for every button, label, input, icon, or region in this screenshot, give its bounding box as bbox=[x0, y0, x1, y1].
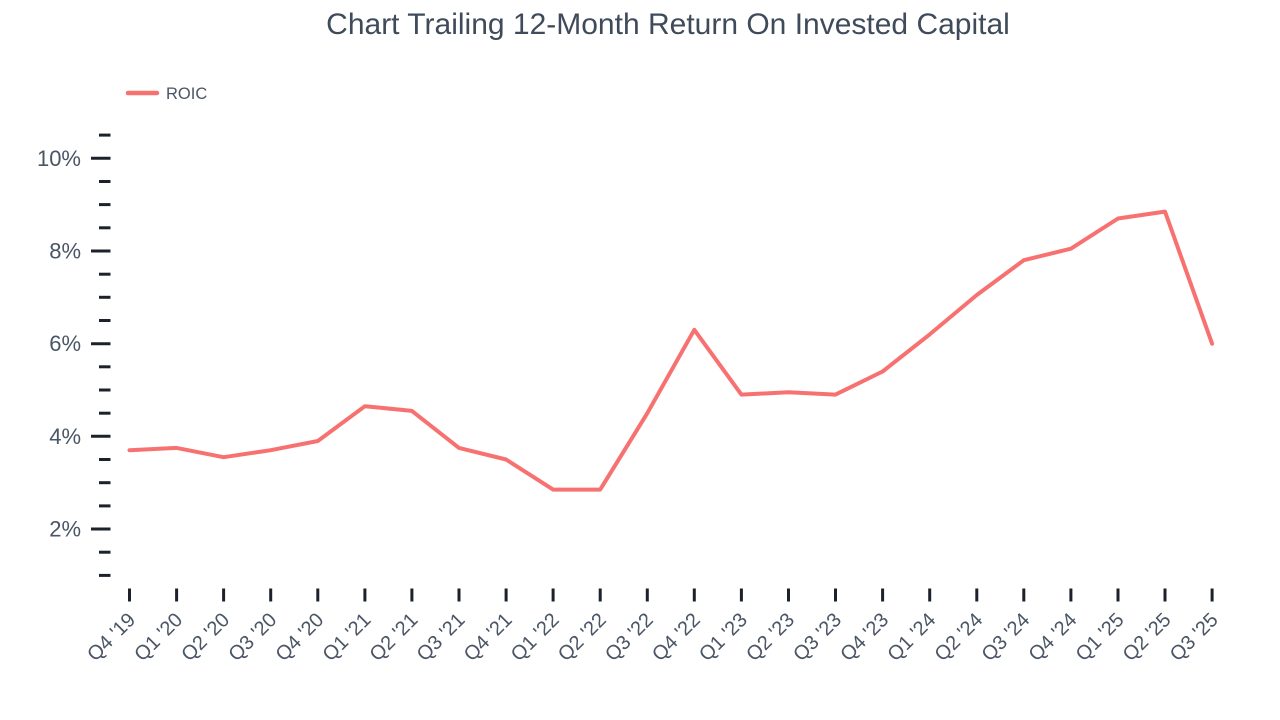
x-tick-label: Q2 '25 bbox=[1119, 609, 1176, 666]
x-tick-label: Q3 '25 bbox=[1166, 609, 1223, 666]
x-tick-label: Q1 '20 bbox=[130, 609, 187, 666]
x-tick-label: Q1 '21 bbox=[319, 609, 376, 666]
x-tick-label: Q2 '23 bbox=[742, 609, 799, 666]
x-tick-label: Q2 '21 bbox=[366, 609, 423, 666]
x-tick-label: Q1 '22 bbox=[507, 609, 564, 666]
legend: ROIC bbox=[125, 85, 207, 103]
x-tick-label: Q2 '24 bbox=[931, 609, 988, 666]
x-tick-label: Q2 '22 bbox=[554, 609, 611, 666]
legend-label: ROIC bbox=[166, 85, 207, 103]
x-tick-label: Q1 '25 bbox=[1072, 609, 1129, 666]
x-tick-label: Q3 '24 bbox=[978, 609, 1035, 666]
y-tick-label: 4% bbox=[49, 424, 81, 449]
x-tick-label: Q4 '21 bbox=[460, 609, 517, 666]
x-tick-label: Q3 '23 bbox=[789, 609, 846, 666]
x-tick-label: Q4 '23 bbox=[836, 609, 893, 666]
x-tick-label: Q4 '22 bbox=[648, 609, 705, 666]
x-tick-label: Q3 '21 bbox=[413, 609, 470, 666]
y-tick-label: 6% bbox=[49, 331, 81, 356]
x-tick-label: Q4 '20 bbox=[272, 609, 329, 666]
roic-series-line bbox=[127, 209, 1215, 492]
y-tick-label: 8% bbox=[49, 239, 81, 264]
x-tick-label: Q3 '20 bbox=[224, 609, 281, 666]
x-tick-label: Q3 '22 bbox=[601, 609, 658, 666]
x-tick-label: Q1 '23 bbox=[695, 609, 752, 666]
x-tick-label: Q1 '24 bbox=[883, 609, 940, 666]
y-tick-label: 2% bbox=[49, 517, 81, 542]
x-tick-label: Q2 '20 bbox=[177, 609, 234, 666]
y-axis: 2% 4% 6% 8% 10% bbox=[37, 133, 111, 577]
chart-title: Chart Trailing 12-Month Return On Invest… bbox=[326, 8, 1010, 41]
x-tick-label: Q4 '24 bbox=[1025, 609, 1082, 666]
y-tick-label: 10% bbox=[37, 146, 81, 171]
x-tick-label: Q4 '19 bbox=[83, 609, 140, 666]
